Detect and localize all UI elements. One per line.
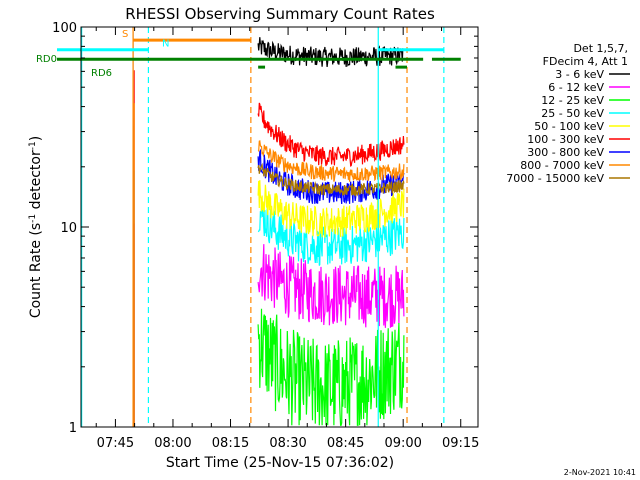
legend-label-100-300-kev: 100 - 300 keV bbox=[527, 133, 604, 146]
flag-label-rd6: RD6 bbox=[91, 68, 112, 79]
chart-title: RHESSI Observing Summary Count Rates bbox=[125, 5, 435, 23]
series-line-50-100-kev bbox=[257, 180, 405, 238]
y-tick-label: 10 bbox=[60, 221, 77, 236]
y-axis-label: Count Rate (s-1 detector-1) bbox=[28, 136, 44, 318]
series-line-7000-15000-kev bbox=[257, 162, 405, 197]
x-tick-label: 08:00 bbox=[154, 436, 191, 451]
x-tick-label: 08:30 bbox=[269, 436, 306, 451]
y-axis: 1 10 100 bbox=[52, 21, 478, 436]
series-line-100-300-kev bbox=[257, 102, 405, 167]
x-tick-label: 09:15 bbox=[442, 436, 479, 451]
series-line-300-800-kev bbox=[257, 148, 405, 205]
x-axis-label: Start Time (25-Nov-15 07:36:02) bbox=[166, 455, 394, 471]
legend-label-12-25-kev: 12 - 25 keV bbox=[541, 94, 604, 107]
x-tick-label: 08:15 bbox=[212, 436, 249, 451]
y-axis-label-end: ) bbox=[28, 136, 44, 141]
x-tick-label: 09:00 bbox=[384, 436, 421, 451]
flag-label-n: N bbox=[162, 39, 169, 50]
y-axis-label-sup2: -1 bbox=[28, 141, 38, 150]
legend-label-800-7000-kev: 800 - 7000 keV bbox=[520, 159, 604, 172]
flag-label-s: S bbox=[122, 29, 128, 40]
legend-label-3-6-kev: 3 - 6 keV bbox=[555, 68, 604, 81]
x-tick-label: 08:45 bbox=[327, 436, 364, 451]
legend-label-50-100-kev: 50 - 100 keV bbox=[534, 120, 604, 133]
flag-label-rd0: RD0 bbox=[36, 54, 57, 65]
series-line-6-12-kev bbox=[257, 244, 405, 328]
legend-label-6-12-kev: 6 - 12 keV bbox=[548, 81, 604, 94]
legend-title-line-2: FDecim 4, Att 1 bbox=[543, 55, 628, 68]
x-axis: 07:45 08:00 08:15 08:30 08:45 09:00 09:15 bbox=[95, 27, 479, 451]
y-axis-label-sup1: -1 bbox=[28, 214, 38, 223]
y-axis-label-mid: detector bbox=[28, 150, 44, 214]
legend-label-25-50-kev: 25 - 50 keV bbox=[541, 107, 604, 120]
legend-label-7000-15000-kev: 7000 - 15000 keV bbox=[506, 172, 604, 185]
y-tick-label: 100 bbox=[52, 21, 77, 36]
series-line-25-50-kev bbox=[257, 202, 405, 266]
y-axis-label-main: Count Rate (s bbox=[28, 223, 44, 318]
series-line-12-25-kev bbox=[257, 308, 405, 426]
footer-timestamp: 2-Nov-2021 10:41 bbox=[564, 468, 636, 477]
y-tick-label: 1 bbox=[69, 421, 77, 436]
x-tick-label: 07:45 bbox=[97, 436, 134, 451]
legend-title-line-1: Det 1,5,7, bbox=[573, 42, 628, 55]
legend-label-300-800-kev: 300 - 800 keV bbox=[527, 146, 604, 159]
series-line-800-7000-kev bbox=[257, 140, 405, 182]
